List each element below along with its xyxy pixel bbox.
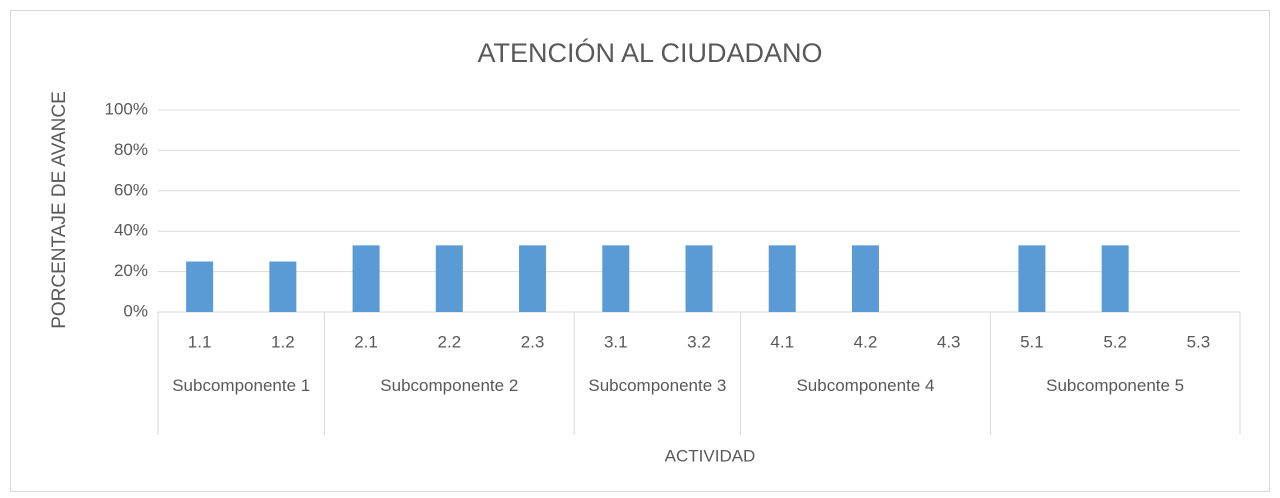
x-tick-label: 5.2 xyxy=(1103,332,1127,351)
bar xyxy=(768,245,796,312)
bar xyxy=(352,245,380,312)
y-tick-label: 60% xyxy=(114,180,148,199)
y-tick-label: 0% xyxy=(123,301,148,320)
bar xyxy=(1101,245,1129,312)
x-tick-label: 1.2 xyxy=(271,332,295,351)
x-tick-label: 2.2 xyxy=(437,332,461,351)
bar xyxy=(269,261,297,312)
y-axis-label: PORCENTAJE DE AVANCE xyxy=(49,91,70,329)
x-tick-label: 2.1 xyxy=(354,332,378,351)
x-tick-label: 5.3 xyxy=(1187,332,1211,351)
x-tick-label: 2.3 xyxy=(521,332,545,351)
bar xyxy=(435,245,463,312)
bar xyxy=(1018,245,1046,312)
group-label: Subcomponente 4 xyxy=(796,376,935,395)
x-tick-label: 3.1 xyxy=(604,332,628,351)
x-tick-label: 3.2 xyxy=(687,332,711,351)
y-tick-label: 100% xyxy=(105,99,148,118)
bar xyxy=(186,261,214,312)
x-tick-label: 4.1 xyxy=(770,332,794,351)
y-tick-label: 80% xyxy=(114,140,148,159)
bar xyxy=(851,245,879,312)
group-label: Subcomponente 5 xyxy=(1046,376,1185,395)
x-axis-label: ACTIVIDAD xyxy=(665,446,756,465)
bar xyxy=(519,245,547,312)
bar xyxy=(685,245,713,312)
group-label: Subcomponente 2 xyxy=(380,376,519,395)
chart-title: ATENCIÓN AL CIUDADANO xyxy=(477,37,822,68)
bar xyxy=(602,245,630,312)
x-tick-label: 4.3 xyxy=(937,332,961,351)
x-tick-label: 4.2 xyxy=(854,332,878,351)
y-tick-label: 20% xyxy=(114,261,148,280)
x-tick-label: 1.1 xyxy=(188,332,212,351)
x-tick-label: 5.1 xyxy=(1020,332,1044,351)
group-label: Subcomponente 3 xyxy=(588,376,727,395)
y-tick-label: 40% xyxy=(114,221,148,240)
group-label: Subcomponente 1 xyxy=(172,376,311,395)
chart-frame xyxy=(10,10,1270,492)
